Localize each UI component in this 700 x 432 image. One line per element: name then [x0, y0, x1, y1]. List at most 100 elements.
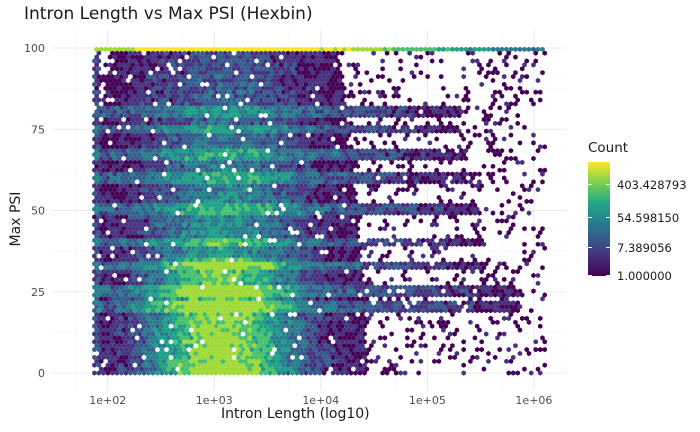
hexbin-cell: [164, 237, 169, 243]
hexbin-cell: [238, 350, 244, 357]
hexbin-cell: [384, 315, 390, 321]
hexbin-cell: [452, 354, 457, 360]
hexbin-cell: [137, 292, 142, 298]
hexbin-cell: [94, 241, 99, 247]
hexbin-cell: [366, 167, 372, 173]
hexbin-cell: [402, 261, 408, 267]
hexbin-cell: [272, 276, 277, 282]
hexbin-cell: [414, 241, 419, 247]
hexbin-cell: [168, 276, 174, 282]
hexbin-cell: [170, 132, 176, 138]
hexbin-cell: [290, 370, 295, 376]
hexbin-cell: [188, 171, 194, 177]
hexbin-cell: [143, 311, 149, 318]
hexbin-cell: [319, 280, 325, 286]
hexbin-cell: [393, 152, 399, 158]
hexbin-cell: [247, 116, 253, 123]
hexbin-cell: [161, 132, 167, 138]
hexbin-cell: [310, 265, 316, 271]
hexbin-cell: [355, 249, 361, 255]
hexbin-cell: [400, 163, 406, 169]
hexbin-cell: [267, 253, 273, 259]
hexbin-cell: [515, 120, 520, 126]
hexbin-cell: [128, 198, 133, 204]
hexbin-cell: [132, 206, 138, 212]
hexbin-cell: [119, 175, 124, 181]
hexbin-cell: [335, 292, 340, 298]
hexbin-cell: [225, 288, 230, 294]
hexbin-cell: [472, 210, 478, 216]
hexbin-cell: [240, 362, 246, 368]
hexbin-cell: [184, 350, 189, 357]
hexbin-cell: [443, 113, 448, 119]
hexbin-cell: [98, 140, 104, 146]
hexbin-cell: [112, 241, 117, 247]
hexbin-cell: [170, 171, 176, 177]
hexbin-cell: [353, 331, 358, 337]
hexbin-cell: [335, 362, 340, 368]
hexbin-cell: [112, 265, 117, 271]
hexbin-cell: [195, 362, 201, 368]
hexbin-cell: [247, 296, 253, 302]
hexbin-cell: [143, 249, 149, 255]
hexbin-cell: [321, 167, 327, 173]
hexbin-cell: [454, 350, 460, 357]
hexbin-cell: [409, 155, 415, 162]
hexbin-cell: [195, 284, 201, 290]
hexbin-cell: [303, 370, 309, 376]
hexbin-cell: [297, 280, 302, 286]
hexbin-cell: [182, 323, 187, 329]
hexbin-cell: [220, 109, 225, 115]
hexbin-cell: [213, 331, 219, 337]
hexbin-cell: [328, 311, 334, 318]
hexbin-cell: [355, 343, 361, 349]
hexbin-cell: [301, 171, 307, 177]
hexbin-cell: [436, 124, 442, 130]
hexbin-cell: [292, 272, 298, 279]
hexbin-cell: [499, 148, 505, 154]
hexbin-cell: [197, 366, 203, 372]
hexbin-cell: [229, 280, 234, 286]
hexbin-cell: [321, 144, 327, 150]
hexbin-cell: [234, 280, 239, 286]
hexbin-cell: [310, 124, 316, 130]
hexbin-cell: [215, 241, 221, 247]
hexbin-cell: [229, 116, 234, 123]
hexbin-cell: [303, 214, 309, 220]
hexbin-cell: [441, 257, 446, 263]
hexbin-cell: [355, 140, 361, 146]
hexbin-cell: [227, 230, 232, 236]
hexbin-cell: [344, 159, 349, 165]
hexbin-cell: [227, 292, 232, 298]
hexbin-cell: [193, 226, 198, 232]
hexbin-cell: [150, 362, 156, 368]
hexbin-cell: [130, 140, 135, 146]
hexbin-cell: [222, 245, 228, 251]
hexbin-cell: [157, 148, 162, 154]
hexbin-cell: [141, 339, 147, 345]
hexbin-cell: [166, 304, 171, 310]
hexbin-cell: [258, 253, 264, 259]
hexbin-cell: [272, 105, 277, 111]
hexbin-cell: [225, 171, 230, 177]
hexbin-cell: [137, 269, 142, 275]
hexbin-cell: [227, 370, 232, 376]
hexbin-cell: [380, 292, 385, 298]
hexbin-cell: [234, 327, 239, 333]
hexbin-cell: [252, 124, 257, 130]
hexbin-cell: [148, 163, 153, 169]
hexbin-cell: [134, 265, 140, 271]
hexbin-cell: [191, 292, 196, 298]
hexbin-cell: [414, 265, 419, 271]
hexbin-cell: [92, 347, 97, 353]
hexbin-cell: [382, 124, 388, 130]
hexbin-cell: [519, 292, 525, 298]
hexbin-cell: [339, 284, 345, 290]
hexbin-cell: [107, 327, 113, 333]
hexbin-cell: [195, 222, 201, 228]
hexbin-cell: [159, 362, 165, 368]
hexbin-cell: [355, 272, 361, 279]
hexbin-cell: [283, 109, 289, 115]
hexbin-cell: [285, 237, 291, 243]
hexbin-cell: [490, 179, 496, 185]
